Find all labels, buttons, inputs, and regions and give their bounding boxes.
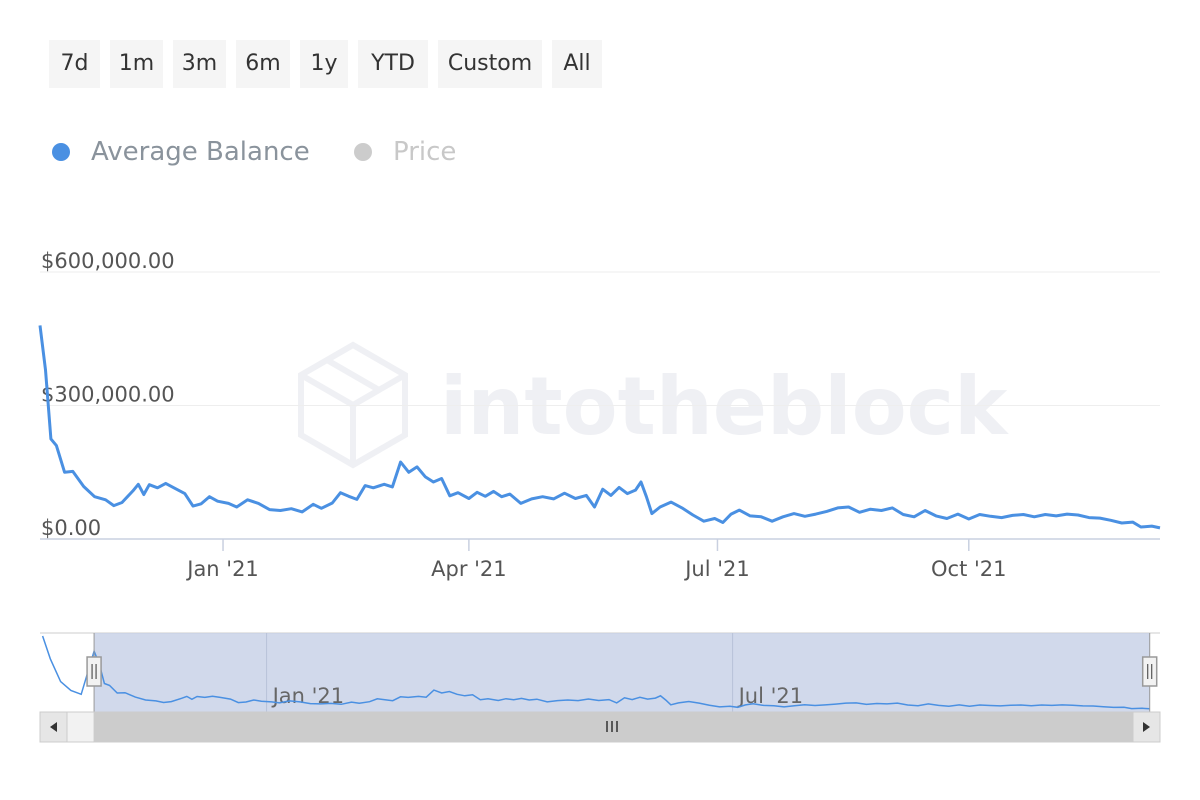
handle-grip — [1141, 656, 1158, 687]
navigator-tick-label: Jan '21 — [271, 684, 345, 708]
y-axis-labels: $0.00 $300,000.00 $600,000.00 — [41, 249, 175, 540]
range-3m-button[interactable]: 3m — [173, 40, 226, 88]
range-ytd-button[interactable]: YTD — [358, 40, 428, 88]
x-tick-label: Jan '21 — [185, 557, 259, 581]
navigator-series-line — [41, 635, 1150, 710]
range-custom-button[interactable]: Custom — [438, 40, 542, 88]
legend-label: Average Balance — [91, 137, 310, 167]
x-tick-label: Apr '21 — [431, 557, 507, 581]
legend-label: Price — [393, 137, 457, 167]
scrollbar-grip-icon — [606, 721, 618, 732]
navigator-left-handle[interactable] — [86, 633, 102, 712]
legend-marker — [354, 143, 372, 161]
y-tick-label: $600,000.00 — [41, 249, 175, 273]
scrollbar-thumb[interactable] — [93, 711, 1134, 743]
watermark-text: intotheblock — [440, 360, 1009, 453]
range-all-button[interactable]: All — [552, 40, 602, 88]
intotheblock-logo-icon — [298, 341, 408, 469]
y-grid — [40, 271, 1160, 406]
navigator-right-handle[interactable] — [1141, 633, 1158, 712]
navigator-x-axis: Jan '21 Jul '21 — [266, 633, 803, 712]
scrollbar — [39, 711, 1161, 743]
legend-item-average-balance[interactable]: Average Balance — [52, 130, 310, 174]
x-tick-label: Jul '21 — [683, 557, 750, 581]
y-tick-label: $300,000.00 — [41, 383, 175, 407]
handle-grip — [86, 656, 102, 687]
range-1m-button[interactable]: 1m — [110, 40, 163, 88]
scrollbar-right-button[interactable] — [1132, 711, 1161, 743]
range-7d-button[interactable]: 7d — [49, 40, 100, 88]
x-tick-label: Oct '21 — [931, 557, 1006, 581]
navigator: Jan '21 Jul '21 — [40, 632, 1160, 712]
legend-item-price[interactable]: Price — [354, 130, 456, 174]
scroll-right-arrow-icon — [1143, 722, 1150, 732]
x-axis: Jan '21 Apr '21 Jul '21 Oct '21 — [185, 539, 1007, 581]
watermark: intotheblock — [298, 341, 1009, 469]
series-line-average-balance — [38, 325, 1161, 530]
legend-marker — [52, 143, 70, 161]
range-1y-button[interactable]: 1y — [300, 40, 348, 88]
scrollbar-left-button[interactable] — [39, 711, 68, 743]
y-tick-label: $0.00 — [41, 516, 101, 540]
range-6m-button[interactable]: 6m — [236, 40, 290, 88]
scroll-left-arrow-icon — [50, 722, 57, 732]
